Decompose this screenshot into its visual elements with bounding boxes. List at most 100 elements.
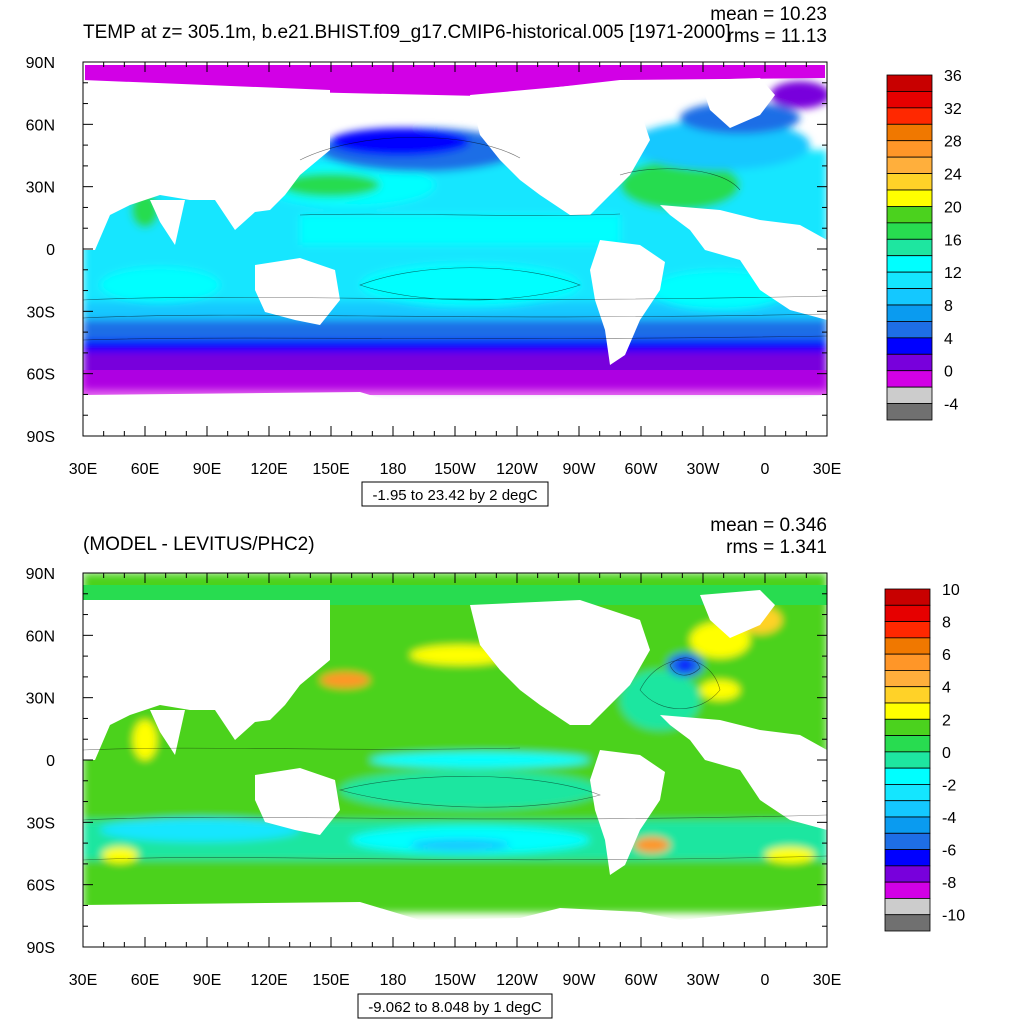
x-tick-label: 30W xyxy=(687,972,721,989)
y-tick-label: 90N xyxy=(26,566,55,583)
x-tick-label: 30E xyxy=(813,461,841,478)
colorbar-label: 16 xyxy=(944,232,962,249)
y-tick-label: 90S xyxy=(27,940,55,957)
x-tick-label: 150W xyxy=(434,972,477,989)
colorbar-label: 6 xyxy=(942,647,951,664)
x-tick-label: 90W xyxy=(563,972,597,989)
colorbar-label: 8 xyxy=(944,298,953,315)
colorbar-swatch xyxy=(886,403,933,421)
y-tick-label: 30S xyxy=(27,304,55,321)
x-tick-label: 0 xyxy=(761,972,770,989)
x-tick-label: 120W xyxy=(496,972,539,989)
y-tick-label: 60S xyxy=(27,878,55,895)
colorbar-label: -6 xyxy=(942,843,956,860)
colorbar-label: 28 xyxy=(944,134,962,151)
colorbar-swatch xyxy=(884,604,931,622)
colorbar-label: 36 xyxy=(944,68,962,85)
colorbar-swatch xyxy=(886,189,933,207)
x-tick-label: 150W xyxy=(434,461,477,478)
panel1-rms: rms = 11.13 xyxy=(728,26,827,47)
colorbar-swatch xyxy=(886,206,933,224)
y-tick-label: 90S xyxy=(27,429,55,446)
panel1-colorbar: 36 32 28 24 20 16 12 8 4 0 -4 xyxy=(886,68,962,421)
colorbar-swatch xyxy=(886,337,933,355)
y-tick-label: 60N xyxy=(26,628,55,645)
colorbar-label: 32 xyxy=(944,101,962,118)
panel2-range-box: -9.062 to 8.048 by 1 degC xyxy=(357,993,553,1019)
colorbar-swatch xyxy=(886,107,933,125)
x-tick-label: 30E xyxy=(69,461,97,478)
panel2-range-text: -9.062 to 8.048 by 1 degC xyxy=(368,999,542,1016)
panel2-rms: rms = 1.341 xyxy=(726,537,827,558)
colorbar-swatch xyxy=(884,621,931,639)
x-tick-label: 90E xyxy=(193,972,221,989)
panel2-title: (MODEL - LEVITUS/PHC2) xyxy=(83,534,315,555)
x-tick-label: 60E xyxy=(131,972,159,989)
colorbar-swatch xyxy=(886,353,933,372)
colorbar-label: 24 xyxy=(944,167,962,184)
colorbar-swatch xyxy=(886,271,933,289)
x-tick-label: 150E xyxy=(312,972,349,989)
colorbar-swatch xyxy=(886,222,933,240)
colorbar-label: -4 xyxy=(944,397,958,414)
colorbar-swatch xyxy=(884,637,931,655)
panel2-map xyxy=(83,573,827,947)
x-tick-label: 120E xyxy=(250,461,287,478)
colorbar-swatch xyxy=(884,735,931,753)
colorbar-swatch xyxy=(884,849,931,867)
colorbar-swatch xyxy=(884,653,931,671)
colorbar-swatch xyxy=(884,914,931,932)
panel1-ticks: 30E 60E 90E 120E 150E 180 150W 120W 90W 60W 30W 0 30… xyxy=(26,55,842,478)
colorbar-swatch xyxy=(886,123,933,142)
panel1-mean: mean = 10.23 xyxy=(710,4,827,25)
panel1-range-box: -1.95 to 23.42 by 2 degC xyxy=(361,481,549,507)
x-tick-label: 90W xyxy=(563,461,597,478)
y-tick-label: 30N xyxy=(26,691,55,708)
difference-panel: (MODEL - LEVITUS/PHC2) mean = 0.346 rms … xyxy=(26,515,965,1019)
panel1-range-text: -1.95 to 23.42 by 2 degC xyxy=(372,487,537,504)
y-tick-label: 30N xyxy=(26,180,55,197)
x-tick-label: 120E xyxy=(250,972,287,989)
x-tick-label: 180 xyxy=(380,972,407,989)
colorbar-swatch xyxy=(884,588,931,606)
x-tick-label: 60W xyxy=(625,972,659,989)
colorbar-label: 4 xyxy=(942,680,951,697)
colorbar-label: -10 xyxy=(942,908,965,925)
y-tick-label: 30S xyxy=(27,815,55,832)
colorbar-label: 12 xyxy=(944,265,962,282)
x-tick-label: 0 xyxy=(761,461,770,478)
colorbar-swatch xyxy=(886,370,933,388)
colorbar-swatch xyxy=(884,816,931,834)
y-tick-label: 90N xyxy=(26,55,55,72)
y-tick-label: 0 xyxy=(46,753,55,770)
x-tick-label: 180 xyxy=(380,461,407,478)
panel2-colorbar: 10 8 6 4 2 0 -2 -4 -6 -8 -10 xyxy=(884,582,965,932)
colorbar-label: 10 xyxy=(942,582,960,599)
x-tick-label: 30W xyxy=(687,461,721,478)
colorbar-label: 0 xyxy=(944,364,953,381)
colorbar-swatch xyxy=(886,304,933,322)
x-tick-label: 150E xyxy=(312,461,349,478)
y-tick-label: 60S xyxy=(27,367,55,384)
colorbar-swatch xyxy=(884,832,931,850)
colorbar-swatch xyxy=(884,898,931,916)
panel1-title: TEMP at z= 305.1m, b.e21.BHIST.f09_g17.C… xyxy=(83,22,731,43)
colorbar-swatch xyxy=(884,881,931,899)
x-tick-label: 30E xyxy=(813,972,841,989)
colorbar-swatch xyxy=(886,91,933,109)
colorbar-swatch xyxy=(886,255,933,273)
colorbar-label: 20 xyxy=(944,199,962,216)
colorbar-swatch xyxy=(886,386,933,404)
colorbar-swatch xyxy=(886,173,933,191)
y-tick-label: 0 xyxy=(46,242,55,259)
y-tick-label: 60N xyxy=(26,117,55,134)
colorbar-swatch xyxy=(886,140,933,158)
colorbar-swatch xyxy=(886,288,933,306)
colorbar-label: 0 xyxy=(942,745,951,762)
x-tick-label: 30E xyxy=(69,972,97,989)
colorbar-swatch xyxy=(884,784,931,802)
panel2-ticks: 30E 60E 90E 120E 150E 180 150W 120W 90W 60W 30W 0 30… xyxy=(26,566,842,989)
colorbar-swatch xyxy=(884,751,931,769)
colorbar-label: -8 xyxy=(942,875,956,892)
colorbar-label: -4 xyxy=(942,810,956,827)
